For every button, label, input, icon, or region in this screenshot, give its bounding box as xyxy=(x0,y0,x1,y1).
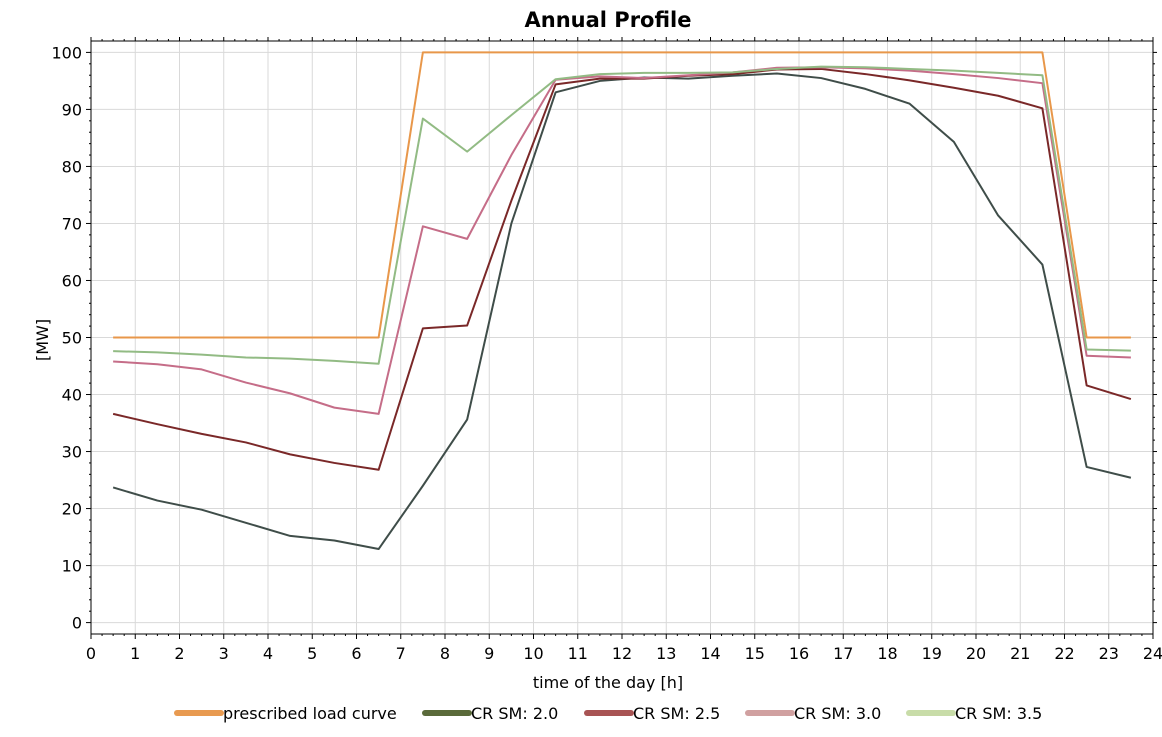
x-tick-label: 10 xyxy=(523,644,543,663)
x-tick-label: 9 xyxy=(484,644,494,663)
x-axis-label: time of the day [h] xyxy=(533,673,683,692)
y-tick-label: 100 xyxy=(51,43,82,62)
legend: prescribed load curve CR SM: 2.0 CR SM: 2.… xyxy=(174,704,1042,723)
y-tick-label: 50 xyxy=(62,329,82,348)
series-line-1 xyxy=(113,51,1131,339)
chart-title: Annual Profile xyxy=(525,8,692,32)
x-tick-label: 5 xyxy=(307,644,317,663)
legend-label: prescribed load curve xyxy=(223,704,397,723)
series-lines xyxy=(112,51,1132,551)
x-tick-label: 14 xyxy=(700,644,720,663)
x-tick-label: 22 xyxy=(1054,644,1074,663)
y-tick-label: 20 xyxy=(62,500,82,519)
x-tick-label: 12 xyxy=(612,644,632,663)
x-tick-label: 24 xyxy=(1143,644,1162,663)
x-tick-label: 1 xyxy=(130,644,140,663)
y-tick-label: 90 xyxy=(62,100,82,119)
x-tick-label: 17 xyxy=(833,644,853,663)
legend-label: CR SM: 3.5 xyxy=(955,704,1042,723)
x-tick-label: 19 xyxy=(922,644,942,663)
x-tick-label: 0 xyxy=(86,644,96,663)
legend-label: CR SM: 2.5 xyxy=(633,704,720,723)
x-tick-label: 16 xyxy=(789,644,809,663)
y-tick-label: 80 xyxy=(62,157,82,176)
y-tick-label: 70 xyxy=(62,214,82,233)
series-line-5 xyxy=(113,65,1131,365)
x-tick-label: 18 xyxy=(877,644,897,663)
x-tick-label: 7 xyxy=(396,644,406,663)
x-tick-label: 15 xyxy=(745,644,765,663)
y-tick-label: 30 xyxy=(62,443,82,462)
legend-label: CR SM: 3.0 xyxy=(794,704,881,723)
x-tick-label: 3 xyxy=(219,644,229,663)
x-tick-label: 8 xyxy=(440,644,450,663)
x-tick-label: 21 xyxy=(1010,644,1030,663)
y-tick-label: 40 xyxy=(62,386,82,405)
x-tick-label: 11 xyxy=(568,644,588,663)
x-tick-label: 4 xyxy=(263,644,273,663)
series-line-4 xyxy=(113,66,1131,415)
x-tick-label: 23 xyxy=(1099,644,1119,663)
y-axis: 0 10 20 30 40 50 60 70 80 90 100 xyxy=(51,43,1157,633)
x-tick-label: 6 xyxy=(351,644,361,663)
x-tick-label: 2 xyxy=(174,644,184,663)
x-tick-label: 13 xyxy=(656,644,676,663)
x-axis: 0 1 2 3 4 5 6 7 8 9 10 11 12 13 14 15 16 17 18 19 20 21 22 23 24 xyxy=(86,37,1162,663)
series-line-3 xyxy=(112,67,1132,471)
y-tick-label: 10 xyxy=(62,557,82,576)
y-axis-label: [MW] xyxy=(33,319,52,361)
y-tick-label: 60 xyxy=(62,271,82,290)
y-tick-label: 0 xyxy=(72,614,82,633)
x-tick-label: 20 xyxy=(966,644,986,663)
legend-label: CR SM: 2.0 xyxy=(471,704,558,723)
